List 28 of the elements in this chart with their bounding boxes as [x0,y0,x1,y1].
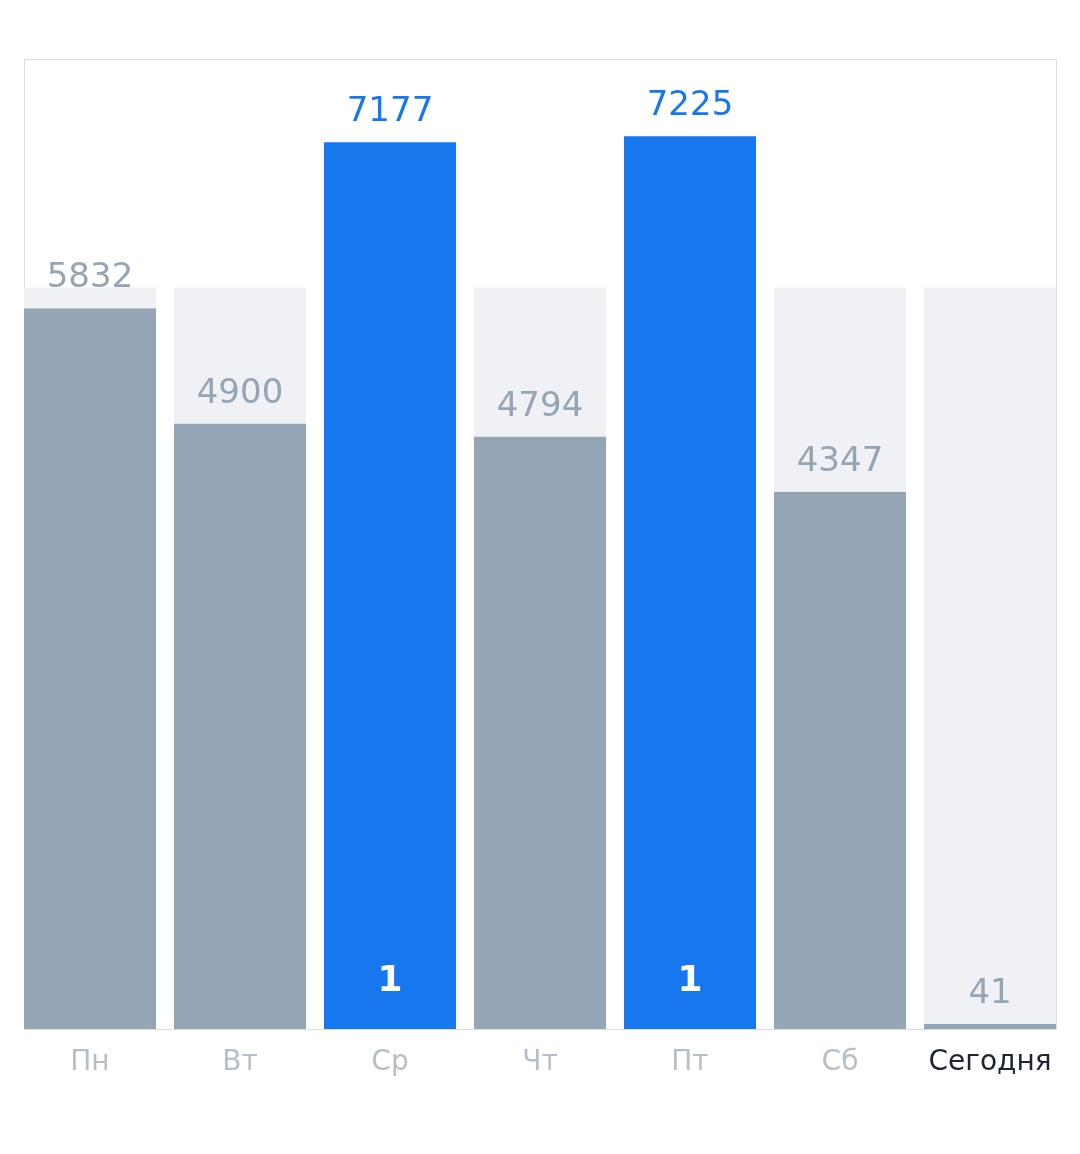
bar [174,287,306,424]
bar [774,287,906,492]
data-label: 41 [968,970,1012,1011]
x-tick-label: Вт [222,1043,258,1077]
bar [924,287,1056,1024]
x-tick-label: Пт [671,1043,709,1077]
x-tick-label: Чт [522,1043,558,1077]
bar [24,308,156,1029]
annotation: 1 [377,958,403,999]
bar [174,423,306,1029]
data-label: 5832 [46,255,134,296]
bar [24,287,156,309]
data-label: 7225 [646,83,734,124]
x-tick-label: Пн [70,1043,110,1077]
data-label: 4347 [796,438,884,479]
x-tick-label: Ср [371,1043,409,1077]
annotation: 1 [677,958,703,999]
bar [774,491,906,1029]
bar [474,287,606,437]
bar [924,1023,1056,1029]
bar [474,436,606,1029]
x-tick-label: Сегодня [928,1043,1052,1077]
x-tick-label: Сб [821,1043,859,1077]
bar [324,142,456,1029]
bar [624,136,756,1029]
data-label: 4794 [496,383,584,424]
data-label: 4900 [196,370,284,411]
data-label: 7177 [346,89,434,130]
